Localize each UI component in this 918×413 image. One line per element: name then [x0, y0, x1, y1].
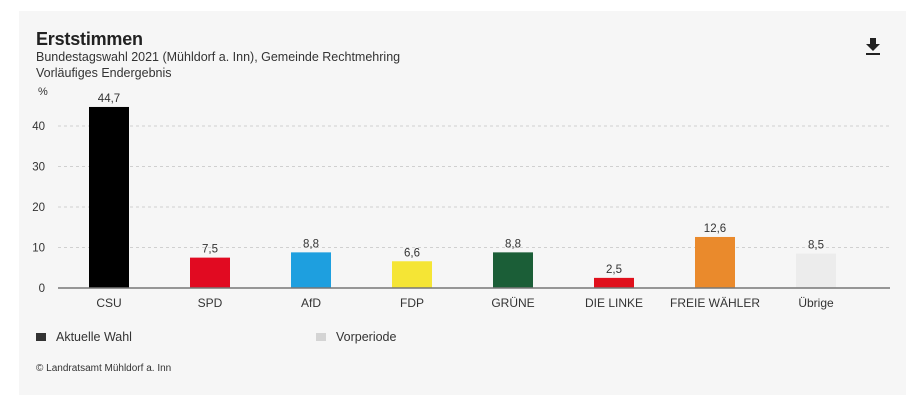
x-tick-label: GRÜNE	[491, 296, 534, 310]
legend-label-current: Aktuelle Wahl	[56, 330, 132, 344]
chart-card: Erststimmen Bundestagswahl 2021 (Mühldor…	[19, 11, 906, 395]
bar-csu[interactable]	[89, 106, 129, 288]
value-label: 12,6	[704, 223, 726, 235]
copyright-credit: © Landratsamt Mühldorf a. Inn	[36, 363, 172, 374]
y-tick-label: 40	[32, 121, 45, 133]
value-label: 8,8	[303, 238, 319, 250]
value-label: 8,5	[808, 240, 824, 252]
y-tick-label: 20	[32, 202, 45, 214]
x-tick-label: SPD	[198, 296, 223, 310]
download-icon	[866, 38, 880, 55]
chart-title: Erststimmen	[36, 29, 143, 49]
value-label: 2,5	[606, 264, 622, 276]
bar-fdp[interactable]	[392, 261, 432, 288]
bar-chart: 0 10 20 30 40 % 44,7 7,5 8,8 6,6 8,8 2,5 12,6 8,5 C…	[32, 86, 890, 310]
value-label: 6,6	[404, 247, 420, 259]
y-axis-ticks: 0 10 20 30 40	[32, 121, 45, 295]
x-tick-label: DIE LINKE	[585, 296, 643, 310]
bars	[89, 106, 836, 288]
x-tick-label: AfD	[301, 296, 321, 310]
y-tick-label: 10	[32, 243, 45, 255]
value-label: 44,7	[98, 93, 120, 105]
gridlines	[58, 125, 890, 248]
legend-swatch-previous	[316, 333, 326, 341]
chart-subtitle: Bundestagswahl 2021 (Mühldorf a. Inn), G…	[36, 50, 401, 64]
x-tick-label: FREIE WÄHLER	[670, 296, 760, 310]
legend-label-previous: Vorperiode	[336, 330, 397, 344]
x-tick-label: FDP	[400, 296, 424, 310]
x-axis-ticks: CSU SPD AfD FDP GRÜNE DIE LINKE FREIE WÄHLER Üb…	[96, 296, 834, 310]
bar-afd[interactable]	[291, 252, 331, 288]
bar-spd[interactable]	[190, 257, 230, 288]
value-label: 7,5	[202, 244, 218, 256]
x-tick-label: Übrige	[798, 296, 834, 310]
bar-die-linke[interactable]	[594, 277, 634, 288]
bar-übrige[interactable]	[796, 253, 836, 288]
legend-item-previous[interactable]: Vorperiode	[316, 330, 396, 344]
download-button[interactable]	[864, 36, 882, 56]
bar-freie-wähler[interactable]	[695, 236, 735, 288]
bar-grüne[interactable]	[493, 252, 533, 288]
value-labels: 44,7 7,5 8,8 6,6 8,8 2,5 12,6 8,5	[98, 93, 824, 276]
value-label: 8,8	[505, 238, 521, 250]
x-tick-label: CSU	[96, 296, 121, 310]
legend-swatch-current	[36, 333, 46, 341]
y-tick-label: 30	[32, 162, 45, 174]
result-status: Vorläufiges Endergebnis	[36, 66, 172, 80]
y-tick-label: 0	[39, 283, 45, 295]
y-axis-label: %	[38, 86, 48, 98]
legend-item-current[interactable]: Aktuelle Wahl	[36, 330, 132, 344]
